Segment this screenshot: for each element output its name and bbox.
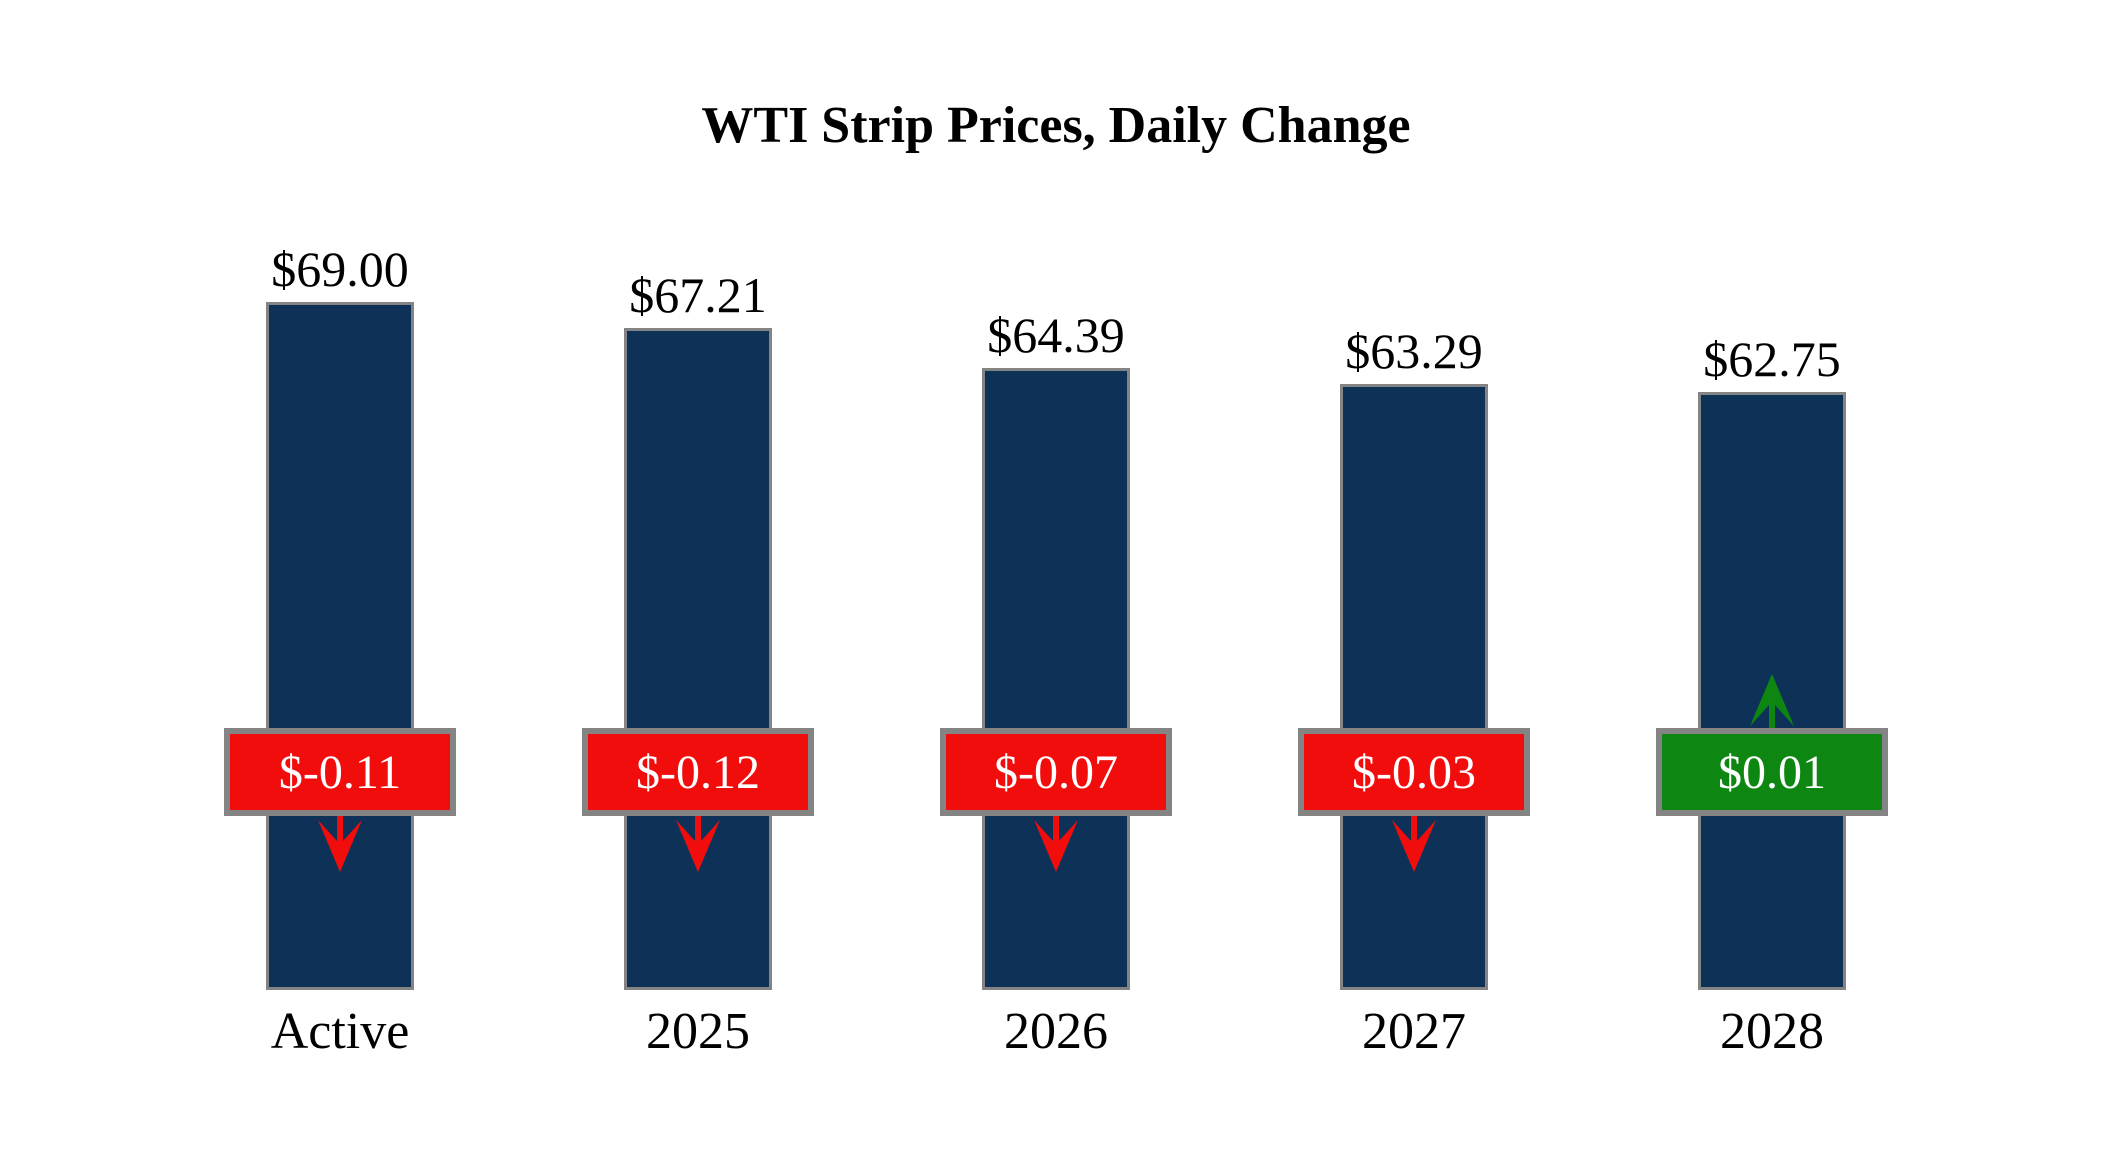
bar bbox=[982, 368, 1130, 990]
value-label: $67.21 bbox=[629, 267, 767, 323]
change-arrow-down-icon bbox=[1386, 814, 1442, 872]
change-badge: $-0.11 bbox=[224, 728, 456, 816]
change-arrow-down-icon bbox=[1028, 814, 1084, 872]
bar bbox=[266, 302, 414, 990]
chart-title: WTI Strip Prices, Daily Change bbox=[701, 97, 1411, 154]
value-label: $64.39 bbox=[987, 307, 1125, 363]
value-label: $69.00 bbox=[271, 241, 409, 297]
bar bbox=[624, 328, 772, 990]
value-label: $62.75 bbox=[1703, 331, 1841, 387]
category-label: 2027 bbox=[1362, 1003, 1466, 1060]
category-label: 2028 bbox=[1720, 1003, 1824, 1060]
change-badge: $-0.12 bbox=[582, 728, 814, 816]
change-arrow-down-icon bbox=[670, 814, 726, 872]
bar bbox=[1340, 384, 1488, 990]
change-arrow-up-icon bbox=[1744, 674, 1800, 732]
category-label: 2026 bbox=[1004, 1003, 1108, 1060]
value-label: $63.29 bbox=[1345, 323, 1483, 379]
category-label: Active bbox=[270, 1003, 410, 1060]
change-arrow-down-icon bbox=[312, 814, 368, 872]
category-label: 2025 bbox=[646, 1003, 750, 1060]
change-badge: $0.01 bbox=[1656, 728, 1888, 816]
change-badge: $-0.07 bbox=[940, 728, 1172, 816]
change-badge: $-0.03 bbox=[1298, 728, 1530, 816]
